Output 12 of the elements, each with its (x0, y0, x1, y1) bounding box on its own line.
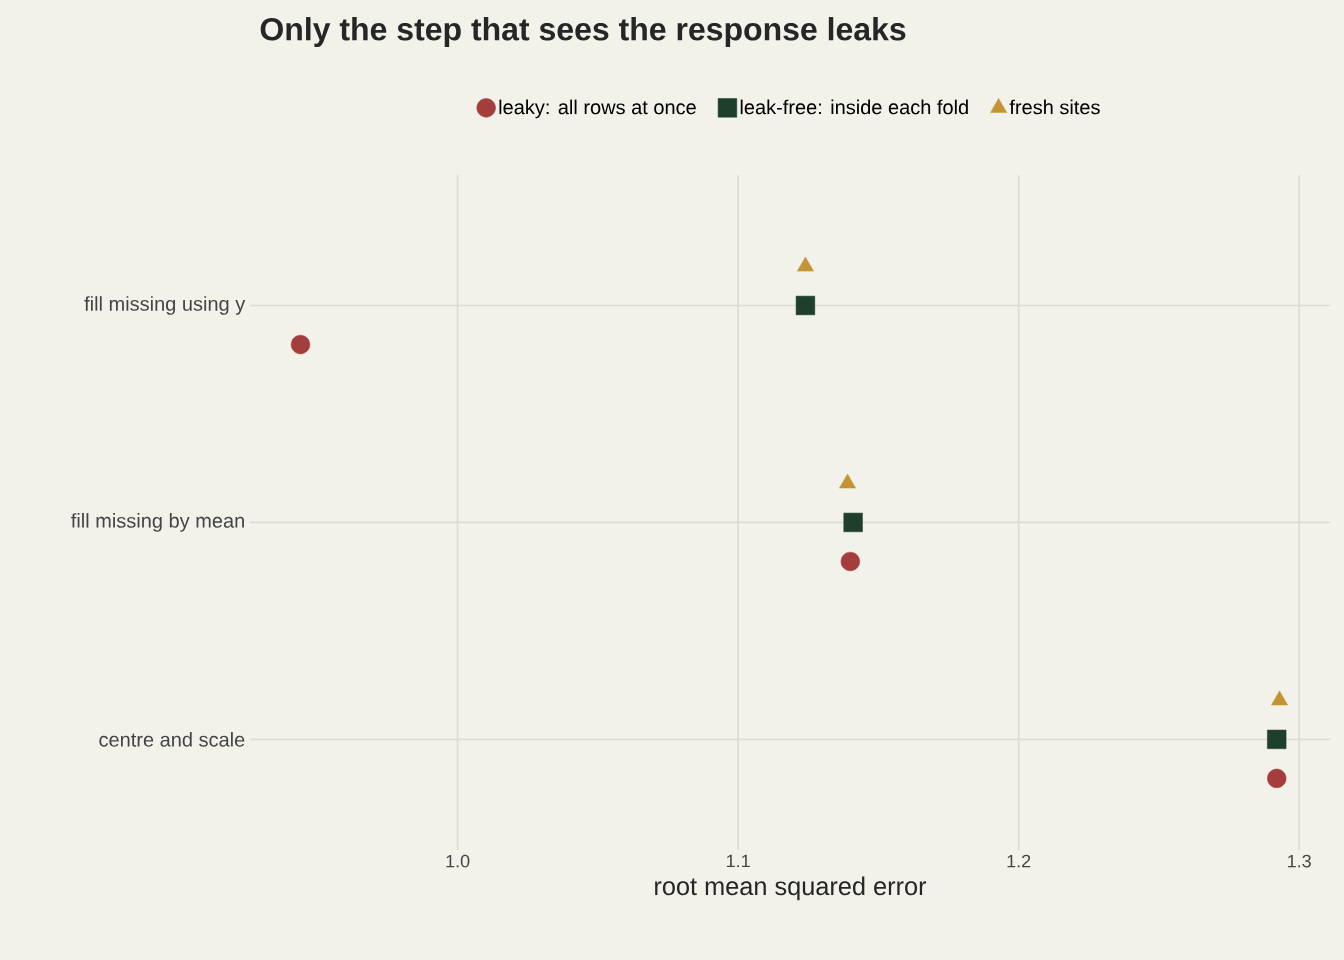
y-tick-label: fill missing using y (84, 296, 246, 315)
x-tick-label: 1.1 (726, 854, 750, 868)
x-tick-label: 1.3 (1288, 854, 1311, 868)
legend-label: fresh sites (1009, 99, 1100, 115)
x-axis-title: root mean squared error (655, 876, 927, 901)
legend-label: leak-free: inside each fold (740, 99, 968, 115)
y-tick-label: fill missing by mean (71, 513, 244, 532)
chart-title: Only the step that sees the response leaks (260, 17, 906, 47)
x-tick-label: 1.0 (446, 854, 470, 868)
y-tick-label: centre and scale (99, 732, 245, 747)
x-tick-label: 1.2 (1007, 854, 1031, 868)
legend-label: leaky: all rows at once (499, 99, 696, 119)
